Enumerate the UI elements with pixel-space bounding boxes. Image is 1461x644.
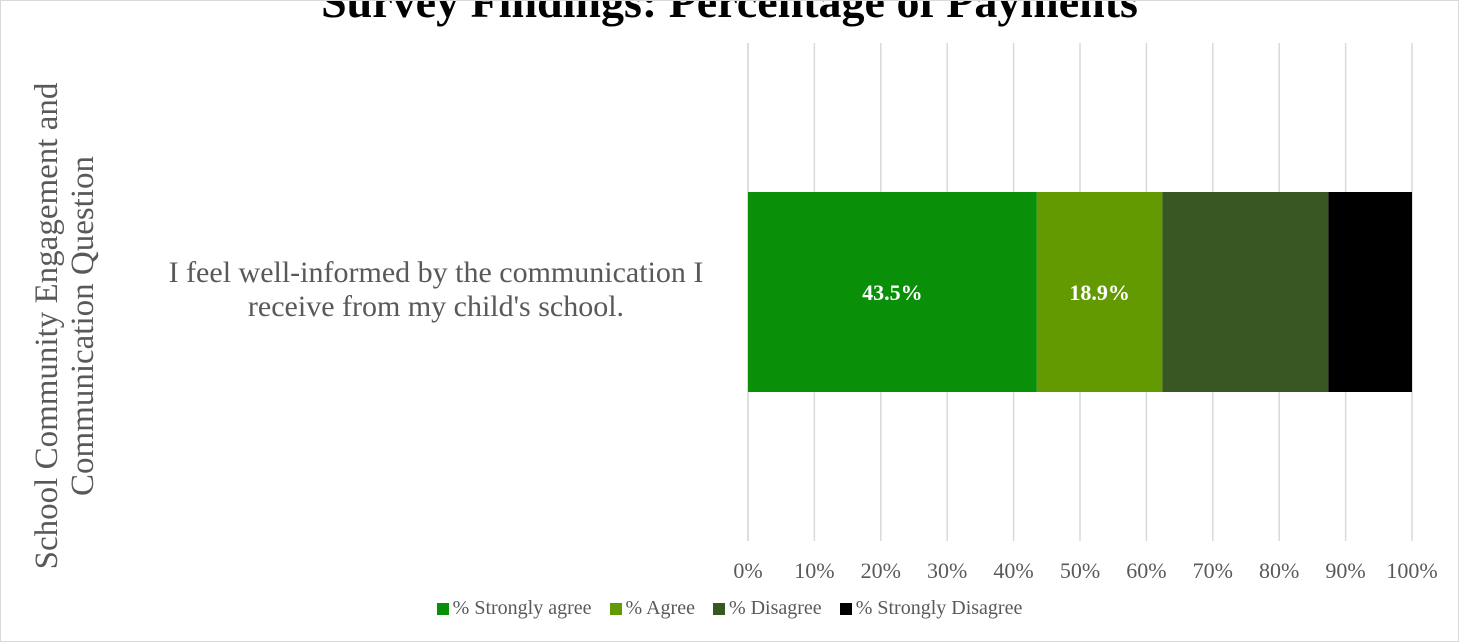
legend-label: % Disagree xyxy=(728,597,822,619)
x-tick-label: 60% xyxy=(1126,558,1166,583)
category-label: I feel well-informed by the communicatio… xyxy=(168,256,704,323)
legend-swatch xyxy=(839,602,852,615)
legend-item: % Strongly agree xyxy=(436,597,592,620)
legend-label: % Strongly Disagree xyxy=(855,597,1023,619)
legend: % Strongly agree % Agree % Disagree % Stron… xyxy=(1,597,1458,620)
legend-item: % Agree xyxy=(609,597,695,620)
legend-swatch xyxy=(609,602,622,615)
x-tick-label: 0% xyxy=(733,558,762,583)
x-tick-label: 20% xyxy=(861,558,901,583)
legend-label: % Strongly agree xyxy=(452,597,592,619)
x-tick-label: 80% xyxy=(1259,558,1299,583)
x-tick-label: 90% xyxy=(1325,558,1365,583)
chart-title: Survey Findings: Percentage of Payments xyxy=(321,0,1138,27)
legend-item: % Disagree xyxy=(712,597,822,620)
x-tick-label: 40% xyxy=(993,558,1033,583)
bar-segment-4 xyxy=(1328,192,1412,392)
bar-segment-2 xyxy=(1036,192,1163,392)
x-tick-label: 100% xyxy=(1386,558,1437,583)
x-tick-label: 50% xyxy=(1060,558,1100,583)
bar-segment-3 xyxy=(1162,192,1329,392)
legend-item: % Strongly Disagree xyxy=(839,597,1023,620)
legend-swatch xyxy=(712,602,725,615)
x-tick-label: 70% xyxy=(1193,558,1233,583)
data-label: 18.9% xyxy=(1069,280,1130,305)
bar-segment-1 xyxy=(748,192,1037,392)
data-label: 43.5% xyxy=(862,280,923,305)
legend-swatch xyxy=(436,602,449,615)
legend-label: % Agree xyxy=(625,597,695,619)
x-tick-label: 10% xyxy=(794,558,834,583)
x-tick-label: 30% xyxy=(927,558,967,583)
